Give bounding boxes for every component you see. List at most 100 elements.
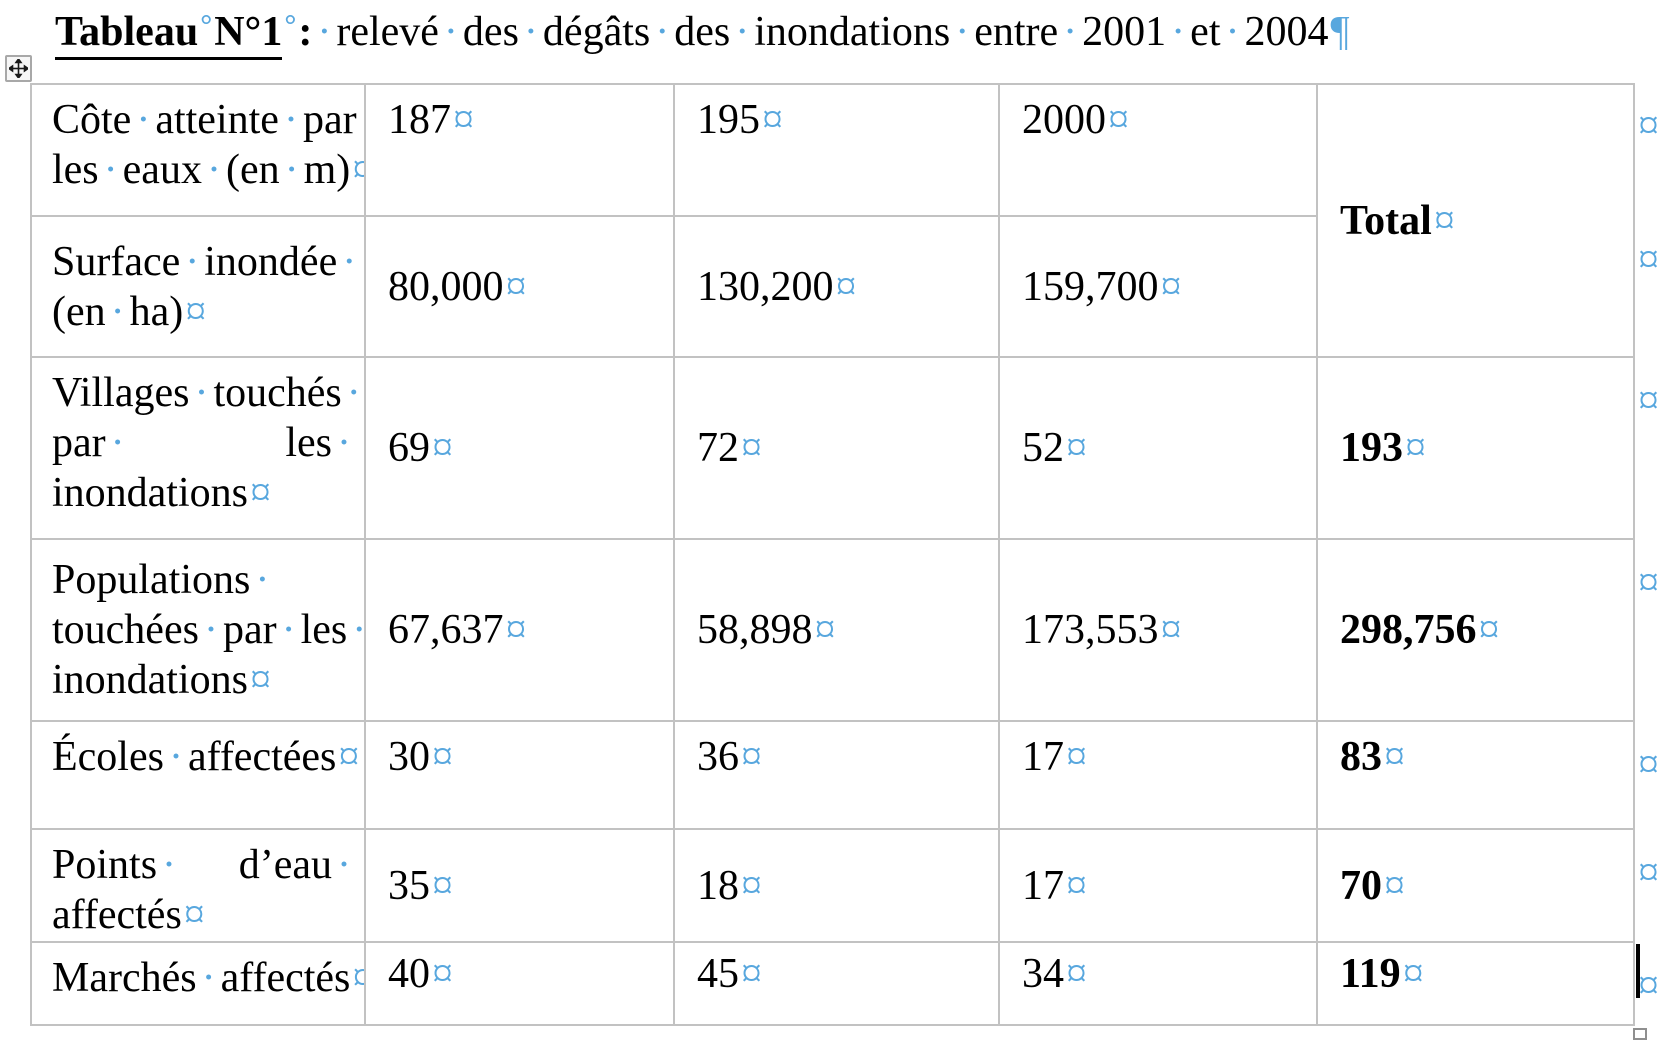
word-text: les: [285, 420, 332, 466]
cell-end-mark: ¤: [1066, 734, 1087, 780]
table-cell-total-row4[interactable]: 298,756¤: [1318, 540, 1633, 722]
value-line: 119¤: [1340, 949, 1627, 999]
table-cell-value-row3-col3[interactable]: 72¤: [675, 358, 1000, 540]
table-cell-label-row6[interactable]: Points · d’eau · affectés ¤: [32, 830, 366, 943]
table-cell-value-row2-col3[interactable]: 130,200¤: [675, 217, 1000, 358]
table-cell-value-row7-col4[interactable]: 34¤: [1000, 943, 1318, 1024]
value-line: Total¤: [1340, 196, 1627, 246]
cell-end-mark: ¤: [1478, 607, 1500, 653]
word-text: Côte: [52, 97, 132, 143]
word-text: Points: [52, 842, 158, 888]
value-line: 34¤: [1022, 949, 1310, 999]
table-cell-label-row1[interactable]: Côte·atteinte·par·les·eaux·(en·m)¤: [32, 85, 366, 217]
space-mark: ·: [194, 370, 209, 416]
table-move-handle[interactable]: [5, 55, 32, 82]
value-text: 17: [1022, 862, 1064, 909]
space-mark: ·: [185, 238, 200, 285]
space-mark: ·: [1171, 9, 1186, 55]
word-text: touchées: [52, 607, 199, 653]
table-cell-value-row2-col2[interactable]: 80,000¤: [366, 217, 675, 358]
value-line: 195¤: [697, 95, 992, 145]
table-cell-total-row7[interactable]: 119¤: [1318, 943, 1633, 1024]
space-mark: ·: [346, 370, 361, 416]
table-cell-total-row5[interactable]: 83¤: [1318, 722, 1633, 830]
table-cell-value-row4-col3[interactable]: 58,898¤: [675, 540, 1000, 722]
space-mark: ·: [443, 9, 458, 55]
table-cell-value-row5-col3[interactable]: 36¤: [675, 722, 1000, 830]
row-end-mark: ¤: [1638, 850, 1658, 896]
table-cell-value-row4-col2[interactable]: 67,637¤: [366, 540, 675, 722]
table-cell-label-row2[interactable]: Surface · inondée · (en · ha) ¤: [32, 217, 366, 358]
document-title[interactable]: Tableau°N°1°: · relevé · des · dégâts · des · inon…: [55, 6, 1350, 62]
label-word: Côte ·: [52, 95, 155, 145]
value-line: 36¤: [697, 732, 992, 782]
value-text: 52: [1022, 425, 1064, 471]
cell-end-mark: ¤: [762, 97, 783, 143]
table-cell-value-row2-col4[interactable]: 159,700¤: [1000, 217, 1318, 358]
word-text: touchés: [213, 370, 342, 416]
table-cell-total-row6[interactable]: 70¤: [1318, 830, 1633, 943]
cell-end-mark: ¤: [352, 953, 364, 1003]
value-text: 69: [388, 425, 430, 471]
table-resize-handle[interactable]: [1633, 1028, 1647, 1040]
cell-end-mark: ¤: [835, 263, 857, 310]
cell-end-mark: ¤: [1402, 951, 1424, 997]
total-header-text: Total: [1340, 197, 1432, 244]
table-cell-label-row5[interactable]: Écoles · affectées ¤: [32, 722, 366, 830]
value-line: 17¤: [1022, 732, 1310, 782]
table-cell-label-row7[interactable]: Marchés·affectés¤: [32, 943, 366, 1024]
cell-end-mark: ¤: [432, 734, 453, 780]
value-line: 298,756¤: [1340, 605, 1627, 655]
row-end-mark: ¤: [1638, 378, 1658, 424]
cell-end-mark: ¤: [1066, 951, 1087, 997]
value-line: 40¤: [388, 949, 667, 999]
label-line: Surface · inondée ·: [52, 237, 356, 287]
space-mark: ·: [317, 9, 332, 55]
cell-end-mark: ¤: [1066, 862, 1087, 909]
total-value-text: 70: [1340, 862, 1382, 909]
label-word: par·: [223, 605, 301, 655]
value-line: 45¤: [697, 949, 992, 999]
label-word: d’eau ·: [239, 840, 356, 890]
label-line: inondations ¤: [52, 655, 356, 705]
space-mark: ·: [1063, 9, 1078, 55]
table-cell-total-header[interactable]: Total¤: [1318, 85, 1633, 358]
space-mark: ·: [136, 97, 151, 143]
label-line: affectés ¤: [52, 890, 356, 940]
label-line: Marchés·affectés¤: [52, 953, 364, 1003]
row-end-mark: ¤: [1638, 103, 1658, 149]
table-cell-value-row6-col4[interactable]: 17¤: [1000, 830, 1318, 943]
value-text: 30: [388, 734, 430, 780]
value-line: 193¤: [1340, 423, 1627, 473]
table-cell-value-row1-col4[interactable]: 2000¤: [1000, 85, 1318, 217]
table-cell-value-row5-col4[interactable]: 17¤: [1000, 722, 1318, 830]
cell-end-mark: ¤: [1384, 734, 1405, 780]
table-cell-value-row7-col3[interactable]: 45¤: [675, 943, 1000, 1024]
value-line: 130,200¤: [697, 262, 992, 312]
label-word: ha): [130, 287, 184, 337]
cell-end-mark: ¤: [432, 951, 453, 997]
table-cell-value-row3-col4[interactable]: 52¤: [1000, 358, 1318, 540]
space-mark: ·: [352, 607, 366, 653]
word-text: eaux: [122, 147, 202, 193]
space-mark: ·: [523, 9, 538, 55]
table-cell-total-row3[interactable]: 193¤: [1318, 358, 1633, 540]
nbsp-mark: °: [284, 9, 297, 42]
value-text: 80,000: [388, 263, 504, 310]
table-cell-value-row1-col3[interactable]: 195¤: [675, 85, 1000, 217]
table-cell-label-row3[interactable]: Villages · touchés · par · les · inondations ¤: [32, 358, 366, 540]
table-cell-value-row6-col2[interactable]: 35¤: [366, 830, 675, 943]
label-line: touchées · par · les ·: [52, 605, 364, 655]
label-word: atteinte ·: [155, 95, 303, 145]
space-mark: ·: [206, 147, 221, 193]
word-text: Surface: [52, 238, 181, 285]
table-cell-value-row6-col3[interactable]: 18¤: [675, 830, 1000, 943]
table-cell-value-row1-col2[interactable]: 187¤: [366, 85, 675, 217]
table-cell-value-row5-col2[interactable]: 30¤: [366, 722, 675, 830]
title-text: N°1: [214, 9, 283, 55]
table-cell-value-row4-col4[interactable]: 173,553¤: [1000, 540, 1318, 722]
table-cell-label-row4[interactable]: Populations · touchées · par · les · inondations…: [32, 540, 366, 722]
label-line: inondations ¤: [52, 468, 356, 518]
table-cell-value-row3-col2[interactable]: 69¤: [366, 358, 675, 540]
table-cell-value-row7-col2[interactable]: 40¤: [366, 943, 675, 1024]
